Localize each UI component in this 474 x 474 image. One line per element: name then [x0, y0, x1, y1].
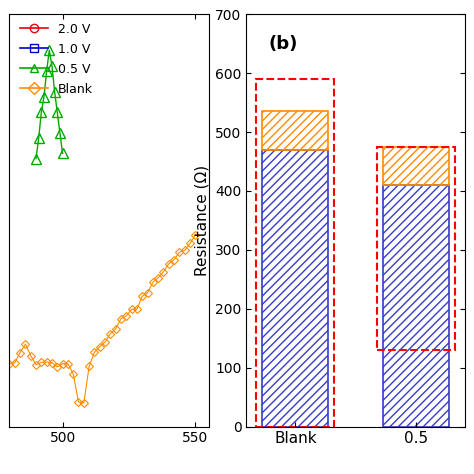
- Bar: [263, 111, 328, 150]
- Bar: [383, 147, 448, 185]
- Y-axis label: Resistance (Ω): Resistance (Ω): [195, 165, 210, 276]
- Bar: [263, 150, 328, 427]
- Bar: [383, 185, 448, 427]
- Text: (b): (b): [268, 35, 298, 53]
- Bar: [256, 79, 335, 427]
- Bar: [376, 147, 455, 350]
- Legend: 2.0 V, 1.0 V, 0.5 V, Blank: 2.0 V, 1.0 V, 0.5 V, Blank: [18, 20, 95, 98]
